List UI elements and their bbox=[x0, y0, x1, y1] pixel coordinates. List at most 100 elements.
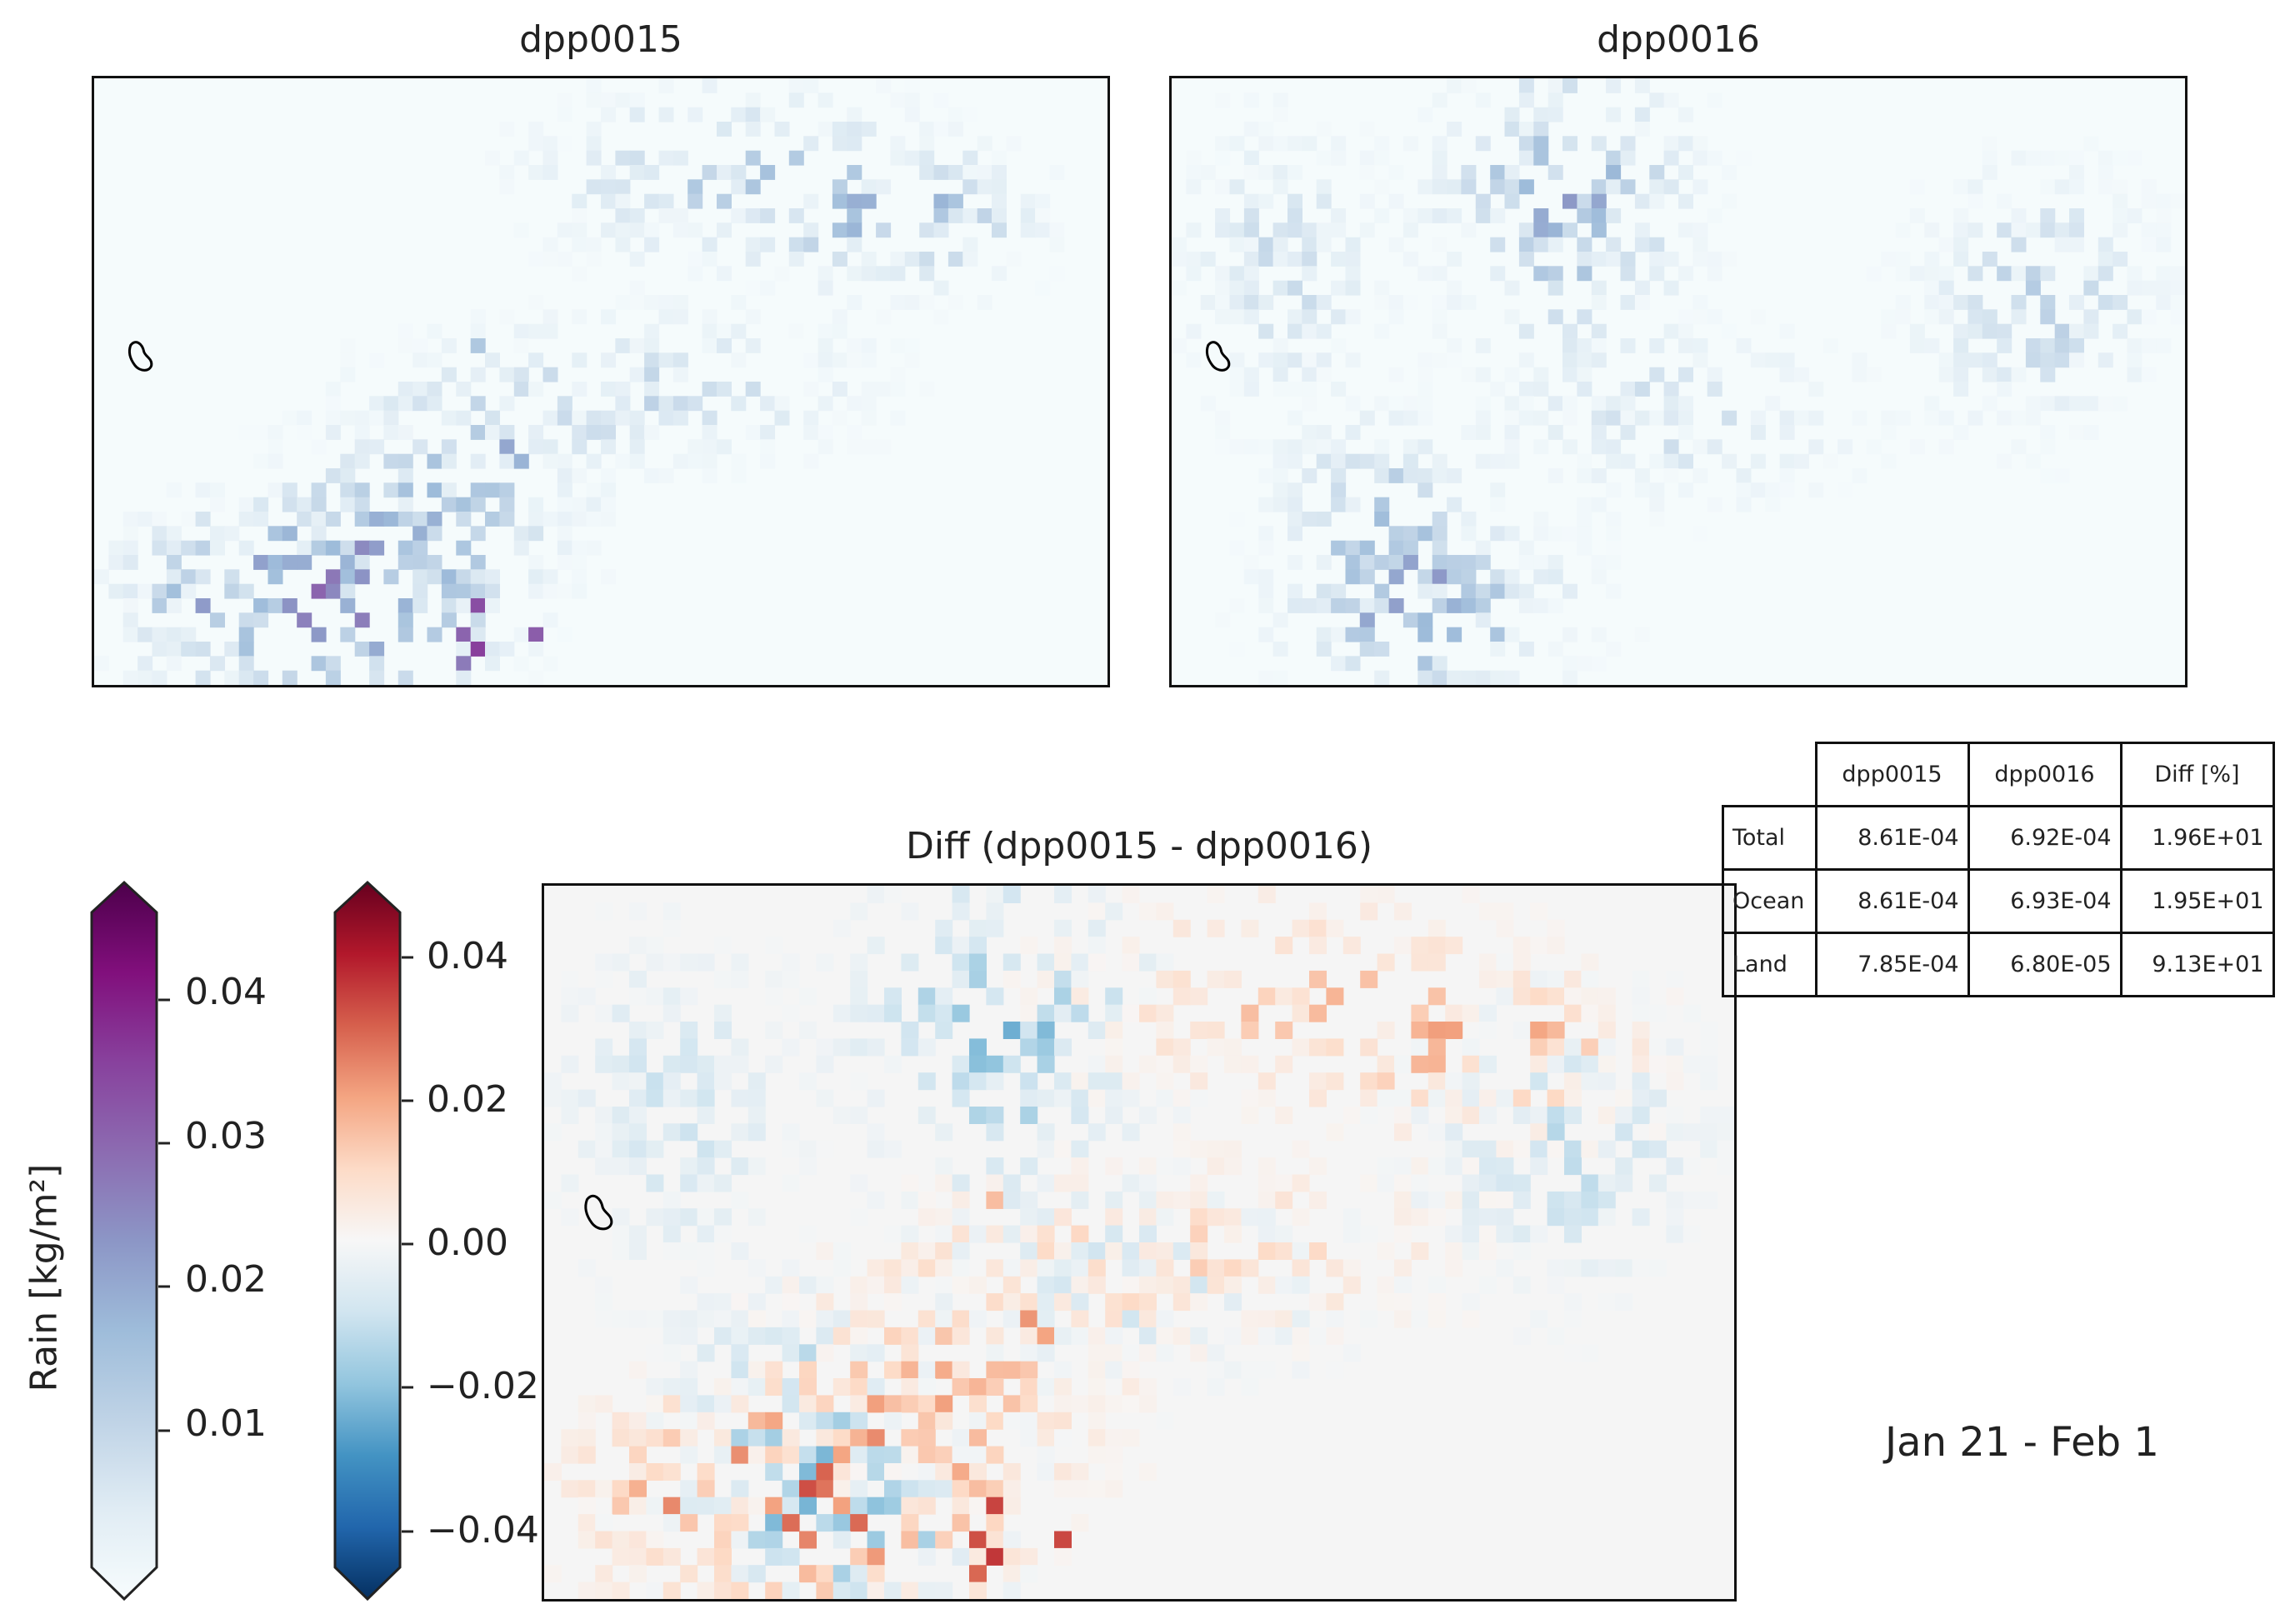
rain-cell bbox=[1475, 583, 1491, 599]
diff-cell bbox=[918, 1107, 936, 1124]
diff-cell bbox=[901, 1022, 919, 1039]
rain-cell bbox=[2054, 237, 2070, 252]
rain-cell bbox=[297, 540, 312, 556]
diff-cell bbox=[1512, 1140, 1531, 1158]
diff-cell bbox=[662, 919, 681, 937]
diff-cell bbox=[1682, 1123, 1701, 1142]
rain-cell bbox=[2040, 338, 2056, 353]
diff-cell bbox=[1581, 1208, 1599, 1227]
diff-cell bbox=[714, 1497, 732, 1515]
rain-cell bbox=[1562, 670, 1578, 685]
diff-cell bbox=[1207, 1022, 1225, 1039]
rain-cell bbox=[1418, 352, 1433, 368]
rain-cell bbox=[1692, 222, 1708, 238]
rain-cell bbox=[2040, 309, 2056, 325]
rain-cell bbox=[1533, 512, 1549, 527]
diff-cell bbox=[765, 1446, 783, 1464]
diff-cell bbox=[1428, 919, 1446, 937]
diff-cell bbox=[1241, 1089, 1259, 1107]
diff-cell bbox=[1088, 1276, 1106, 1294]
rain-cell bbox=[383, 410, 399, 426]
diff-cell bbox=[680, 1022, 698, 1039]
rain-cell bbox=[1591, 179, 1607, 195]
diff-cell bbox=[1564, 1089, 1582, 1107]
rain-cell bbox=[1620, 295, 1636, 310]
rain-cell bbox=[2011, 295, 2027, 310]
rain-cell bbox=[629, 165, 645, 180]
rain-cell bbox=[1331, 150, 1347, 166]
rain-cell bbox=[717, 165, 732, 180]
diff-cell bbox=[867, 1344, 885, 1362]
rain-cell bbox=[2011, 309, 2027, 325]
diff-cell bbox=[612, 1055, 630, 1073]
rain-cell bbox=[1577, 656, 1592, 672]
diff-cell bbox=[1207, 1038, 1225, 1057]
rain-cell bbox=[1302, 237, 1318, 252]
diff-cell bbox=[1666, 1107, 1684, 1124]
diff-cell bbox=[1088, 1022, 1106, 1039]
diff-cell bbox=[1207, 1259, 1225, 1277]
diff-cell bbox=[1020, 987, 1038, 1006]
rain-cell bbox=[1548, 569, 1563, 585]
rain-cell bbox=[601, 425, 616, 440]
rain-cell bbox=[122, 526, 138, 542]
diff-cell bbox=[1037, 1463, 1055, 1481]
rain-cell bbox=[788, 252, 804, 267]
rain-cell bbox=[2156, 295, 2172, 310]
diff-cell bbox=[1275, 1022, 1293, 1039]
rain-cell bbox=[398, 323, 413, 339]
diff-cell bbox=[1564, 1191, 1582, 1209]
stats-row-label: Total bbox=[1722, 805, 1818, 871]
rain-cell bbox=[1359, 627, 1375, 642]
diff-cell bbox=[561, 1208, 579, 1227]
diff-cell bbox=[1241, 1055, 1259, 1073]
diff-cell bbox=[901, 1191, 919, 1209]
diff-cell bbox=[1037, 1208, 1055, 1227]
rain-cell bbox=[1475, 92, 1491, 108]
rain-cell bbox=[1229, 237, 1245, 252]
rain-cell bbox=[1258, 670, 1274, 685]
rain-cell bbox=[2127, 280, 2142, 296]
diff-cell bbox=[1002, 1395, 1021, 1413]
rain-cell bbox=[181, 583, 197, 599]
diff-cell bbox=[1547, 1107, 1565, 1124]
rain-cell bbox=[688, 453, 703, 469]
rain-cell bbox=[1577, 352, 1592, 368]
rain-cell bbox=[1504, 309, 1520, 325]
diff-cell bbox=[1172, 1191, 1191, 1209]
rain-cell bbox=[528, 425, 544, 440]
diff-cell bbox=[765, 1055, 783, 1073]
diff-cell bbox=[1462, 1157, 1480, 1176]
diff-cell bbox=[918, 1531, 936, 1549]
rain-cell bbox=[1388, 540, 1404, 556]
rain-cell bbox=[1881, 323, 1897, 339]
rain-cell bbox=[2156, 237, 2172, 252]
rain-cell bbox=[615, 222, 631, 238]
rain-cell bbox=[1243, 252, 1259, 267]
rain-cell bbox=[629, 92, 645, 108]
rain-cell bbox=[557, 497, 572, 512]
diff-cell bbox=[646, 1174, 664, 1192]
rain-cell bbox=[1461, 367, 1477, 382]
diff-cell bbox=[748, 1531, 766, 1549]
diff-cell bbox=[714, 1446, 732, 1464]
rain-cell bbox=[297, 612, 312, 628]
rain-cell bbox=[1577, 208, 1592, 223]
rain-cell bbox=[1302, 425, 1318, 440]
rain-cell bbox=[1591, 280, 1607, 296]
diff-cell bbox=[578, 1514, 596, 1532]
rain-cell bbox=[441, 497, 457, 512]
diff-cell bbox=[1564, 1225, 1582, 1243]
rain-cell bbox=[847, 237, 862, 252]
diff-cell bbox=[952, 1259, 970, 1277]
rain-cell bbox=[1432, 569, 1448, 585]
diff-cell bbox=[1054, 1378, 1072, 1396]
rain-cell bbox=[1808, 382, 1824, 397]
diff-cell bbox=[1598, 1072, 1616, 1091]
diff-cell bbox=[731, 1055, 749, 1073]
rain-cell bbox=[1331, 583, 1347, 599]
diff-cell bbox=[884, 987, 902, 1006]
diff-cell bbox=[680, 1412, 698, 1430]
rain-cell bbox=[1345, 252, 1361, 267]
rain-cell bbox=[1388, 410, 1404, 426]
